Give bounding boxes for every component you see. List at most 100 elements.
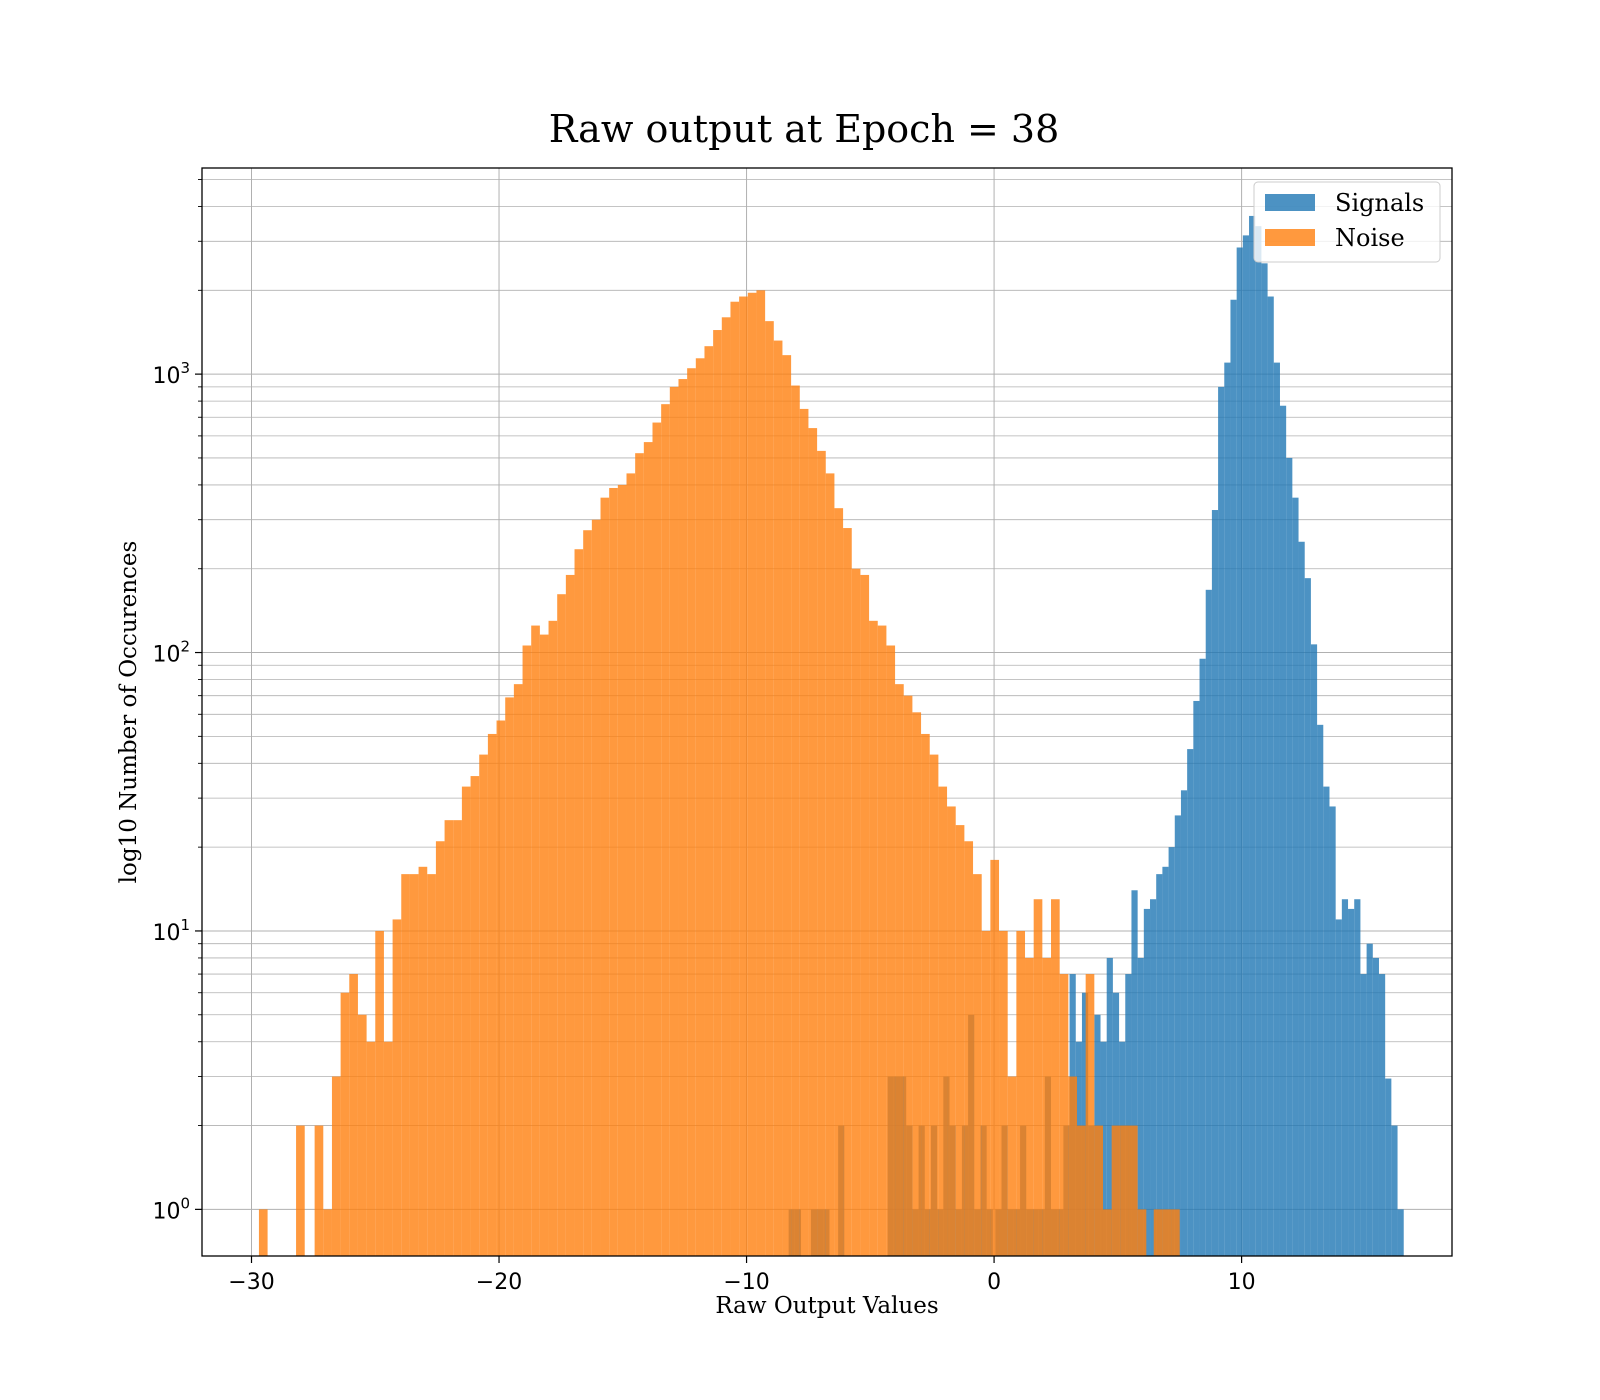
histogram-bar xyxy=(903,695,913,1256)
histogram-bar xyxy=(1323,786,1330,1256)
histogram-bar xyxy=(895,684,904,1256)
histogram-bar xyxy=(1391,1125,1398,1256)
axis-ticks: −30 −20 −10 0 10 100 101 102 103 xyxy=(152,179,1256,1295)
histogram-bar xyxy=(323,1209,332,1256)
x-tick-label: 10 xyxy=(1228,1270,1256,1295)
histogram-bar xyxy=(1168,847,1175,1256)
histogram-bar xyxy=(1162,1209,1172,1256)
histogram-bar xyxy=(782,355,792,1257)
histogram-bar xyxy=(375,930,384,1256)
histogram-bar xyxy=(1205,589,1212,1256)
histogram-bar xyxy=(1106,957,1113,1256)
histogram-bar xyxy=(938,786,948,1256)
histogram-bar xyxy=(1077,1125,1086,1256)
histogram-bar xyxy=(1286,457,1293,1256)
histogram-bar xyxy=(600,497,610,1256)
histogram-bar xyxy=(643,442,653,1257)
histogram-bar xyxy=(921,733,930,1256)
histogram-bar xyxy=(747,292,757,1256)
histogram-bar xyxy=(1187,749,1194,1256)
histogram-bar xyxy=(964,841,974,1256)
histogram-bar xyxy=(366,1041,376,1256)
histogram-bar xyxy=(1255,226,1262,1256)
histogram-bar xyxy=(851,568,861,1256)
histogram-bar xyxy=(258,1209,268,1256)
histogram-bar xyxy=(1385,1078,1392,1256)
histogram-bar xyxy=(877,625,887,1256)
histogram-bar xyxy=(669,386,679,1257)
legend-swatch-signals xyxy=(1265,194,1315,211)
histogram-bar xyxy=(1150,899,1157,1256)
histogram-bar xyxy=(1310,644,1318,1256)
histogram-bar xyxy=(1051,899,1060,1256)
histogram-bar xyxy=(1397,1209,1404,1256)
y-tick-label: 100 xyxy=(152,1194,190,1224)
histogram-bar xyxy=(1042,957,1052,1256)
histogram-bar xyxy=(565,574,575,1256)
legend: Signals Noise xyxy=(1253,181,1441,263)
histogram-bar xyxy=(869,620,878,1256)
histogram-bar xyxy=(392,919,402,1256)
histogram-bar xyxy=(973,874,982,1256)
histogram-bar xyxy=(1335,919,1342,1256)
histogram-bar xyxy=(1279,405,1287,1257)
histogram-bar xyxy=(1242,235,1250,1256)
histogram-bar xyxy=(496,720,506,1256)
histogram-bar xyxy=(296,1125,305,1256)
histogram-bar xyxy=(695,358,705,1256)
x-tick-label: −30 xyxy=(228,1270,274,1295)
histogram-bar xyxy=(1111,1125,1121,1256)
histogram-bar xyxy=(1085,974,1095,1256)
y-axis-label: log10 Number of Occurences xyxy=(116,541,142,884)
histogram-bar xyxy=(487,733,497,1256)
histogram-bar xyxy=(1224,362,1231,1257)
histogram-bar xyxy=(1317,724,1324,1256)
histogram-bar xyxy=(739,296,748,1256)
histogram-bar xyxy=(1137,957,1144,1256)
histogram-bar xyxy=(1137,1209,1147,1256)
histogram-bar xyxy=(617,484,627,1256)
histogram-bar xyxy=(479,754,488,1256)
histogram-bar xyxy=(990,859,1000,1256)
histogram-bar xyxy=(1378,974,1386,1256)
histogram-bar xyxy=(999,930,1008,1256)
histogram-bar xyxy=(1298,541,1305,1256)
histogram-bar xyxy=(1199,658,1206,1256)
histogram-bar xyxy=(548,620,558,1256)
histogram-bar xyxy=(1081,992,1089,1256)
histogram-bar xyxy=(531,625,540,1256)
histogram-bar xyxy=(955,825,965,1256)
histogram-bar xyxy=(860,574,870,1256)
histogram-bar xyxy=(1329,806,1336,1256)
histogram-bar xyxy=(522,645,532,1256)
histogram-bar xyxy=(1033,899,1043,1256)
histogram-bar xyxy=(401,874,410,1256)
histogram-bar xyxy=(1171,1209,1180,1256)
histogram-bar xyxy=(1267,296,1274,1256)
x-tick-label: 0 xyxy=(987,1270,1001,1295)
histogram-bar xyxy=(591,519,601,1256)
plot-frame xyxy=(201,167,1453,1257)
histogram-bar xyxy=(704,346,714,1256)
histogram-bar xyxy=(314,1125,324,1256)
histogram-bar xyxy=(1304,578,1311,1256)
x-tick-label: −20 xyxy=(476,1270,522,1295)
histogram-bar xyxy=(1153,1209,1163,1256)
histogram-bar xyxy=(1218,386,1225,1257)
histogram-bar xyxy=(1341,899,1349,1256)
histogram-bar xyxy=(1143,908,1151,1256)
series-noise xyxy=(258,290,1180,1257)
histogram-bar xyxy=(834,508,844,1256)
histogram-bar xyxy=(1211,510,1219,1256)
histogram-bar xyxy=(557,594,566,1256)
histogram-bar xyxy=(453,820,462,1256)
histogram-bar xyxy=(981,930,991,1256)
histogram-bar xyxy=(574,549,584,1256)
y-tick-label: 101 xyxy=(152,916,190,946)
histogram-bar xyxy=(1193,700,1200,1256)
histogram-bar xyxy=(1162,866,1169,1256)
histogram-bar xyxy=(1372,957,1379,1256)
y-tick-label: 103 xyxy=(152,359,190,389)
histogram-bar xyxy=(513,684,523,1256)
histogram-bar xyxy=(808,428,818,1257)
